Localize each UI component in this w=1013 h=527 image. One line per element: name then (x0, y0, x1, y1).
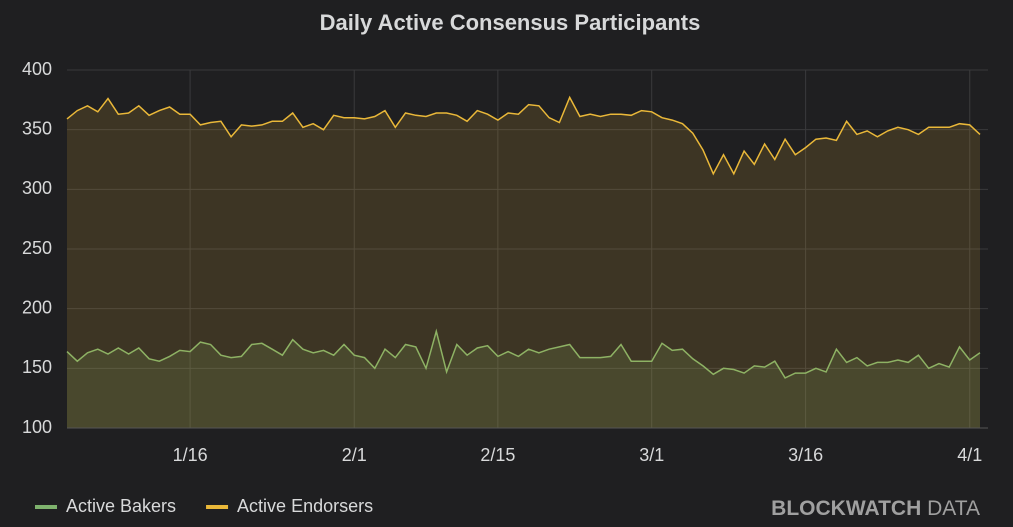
line (66, 328, 981, 379)
y-tick-label: 350 (22, 118, 52, 138)
x-tick-label: 1/16 (173, 445, 208, 465)
y-tick-label: 300 (22, 178, 52, 198)
watermark-brand: BLOCKWATCH (771, 497, 921, 520)
watermark-suffix: DATA (927, 497, 980, 520)
line (66, 95, 981, 176)
legend-label: Active Bakers (66, 496, 176, 516)
x-tick-label: 4/1 (957, 445, 982, 465)
y-tick-label: 150 (22, 357, 52, 377)
area (67, 97, 980, 429)
y-tick-label: 400 (22, 59, 52, 79)
watermark: BLOCKWATCH DATA (771, 497, 980, 520)
y-tick-label: 250 (22, 238, 52, 258)
area (67, 331, 980, 428)
y-tick-label: 200 (22, 297, 52, 317)
x-tick-label: 3/16 (788, 445, 823, 465)
chart-title: Daily Active Consensus Participants (320, 10, 701, 35)
x-tick-label: 2/15 (480, 445, 515, 465)
x-tick-label: 3/1 (639, 445, 664, 465)
y-tick-label: 100 (22, 417, 52, 437)
legend-label: Active Endorsers (237, 496, 373, 516)
x-tick-label: 2/1 (342, 445, 367, 465)
